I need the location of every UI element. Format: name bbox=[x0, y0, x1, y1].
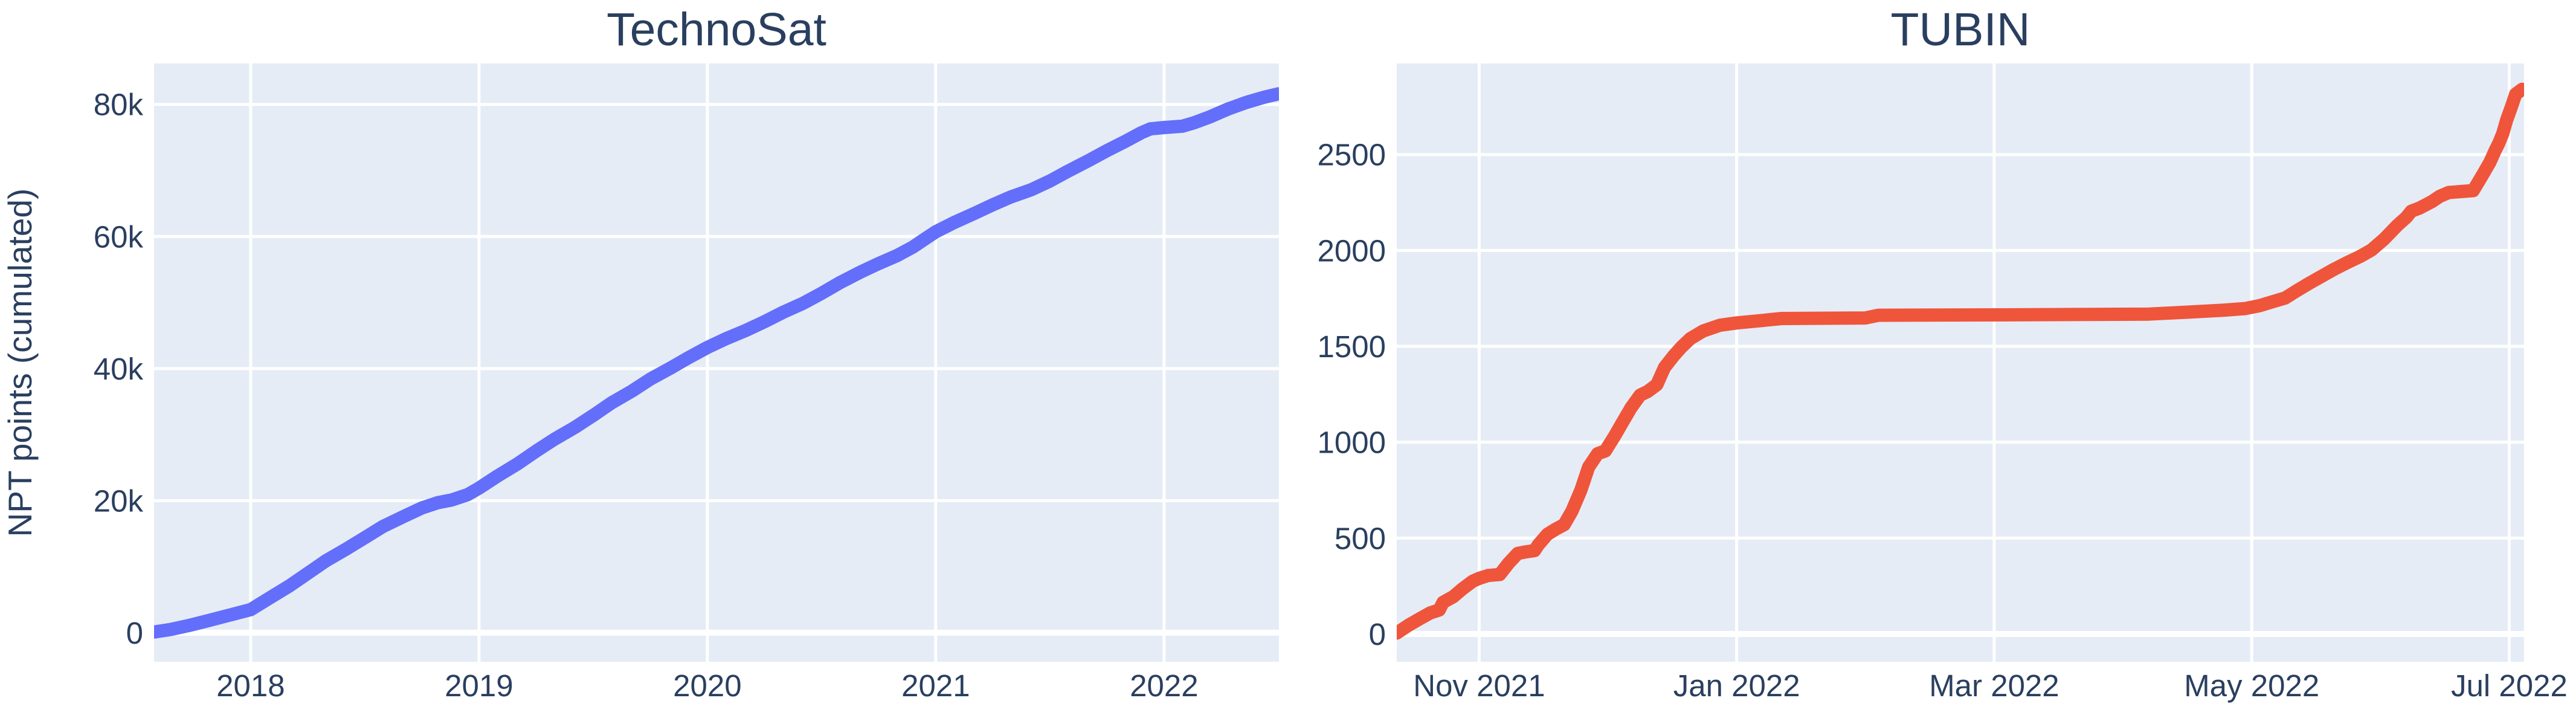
y-tick-label: 1000 bbox=[1318, 425, 1386, 460]
x-tick-label: 2022 bbox=[1130, 668, 1198, 703]
y-tick-label: 2500 bbox=[1318, 138, 1386, 172]
x-tick-label: Jan 2022 bbox=[1673, 668, 1800, 703]
y-tick-label: 20k bbox=[94, 484, 144, 518]
y-tick-label: 1500 bbox=[1318, 329, 1386, 364]
y-tick-label: 0 bbox=[126, 616, 143, 650]
x-tick-label: Mar 2022 bbox=[1929, 668, 2059, 703]
y-tick-label: 0 bbox=[1369, 617, 1386, 652]
y-axis-title: NPT points (cumulated) bbox=[1, 189, 39, 537]
y-tick-label: 60k bbox=[94, 219, 144, 254]
y-tick-label: 2000 bbox=[1318, 233, 1386, 268]
chart-title-technosat: TechnoSat bbox=[607, 4, 826, 56]
chart-tubin[interactable]: 0 500 1000 1500 2000 2500 Nov 2021 Jan 2022 Mar … bbox=[1288, 0, 2576, 718]
x-tick-label: Jul 2022 bbox=[2451, 668, 2568, 703]
x-tick-label: Nov 2021 bbox=[1413, 668, 1545, 703]
x-tick-label: May 2022 bbox=[2184, 668, 2319, 703]
x-tick-label: 2021 bbox=[901, 668, 970, 703]
chart-technosat[interactable]: 0 20k 40k 60k 80k 2018 2019 2020 2021 2022 Techno… bbox=[0, 0, 1288, 718]
x-tick-label: 2018 bbox=[216, 668, 285, 703]
line-series-tubin bbox=[1397, 82, 2524, 640]
y-tick-label: 80k bbox=[94, 88, 144, 122]
y-tick-label: 40k bbox=[94, 352, 144, 386]
line-series-technosat bbox=[154, 87, 1279, 639]
x-tick-label: 2019 bbox=[445, 668, 513, 703]
y-tick-label: 500 bbox=[1335, 521, 1386, 555]
plot-area[interactable] bbox=[1397, 63, 2524, 662]
chart-title-tubin: TUBIN bbox=[1891, 4, 2030, 56]
x-tick-label: 2020 bbox=[673, 668, 741, 703]
